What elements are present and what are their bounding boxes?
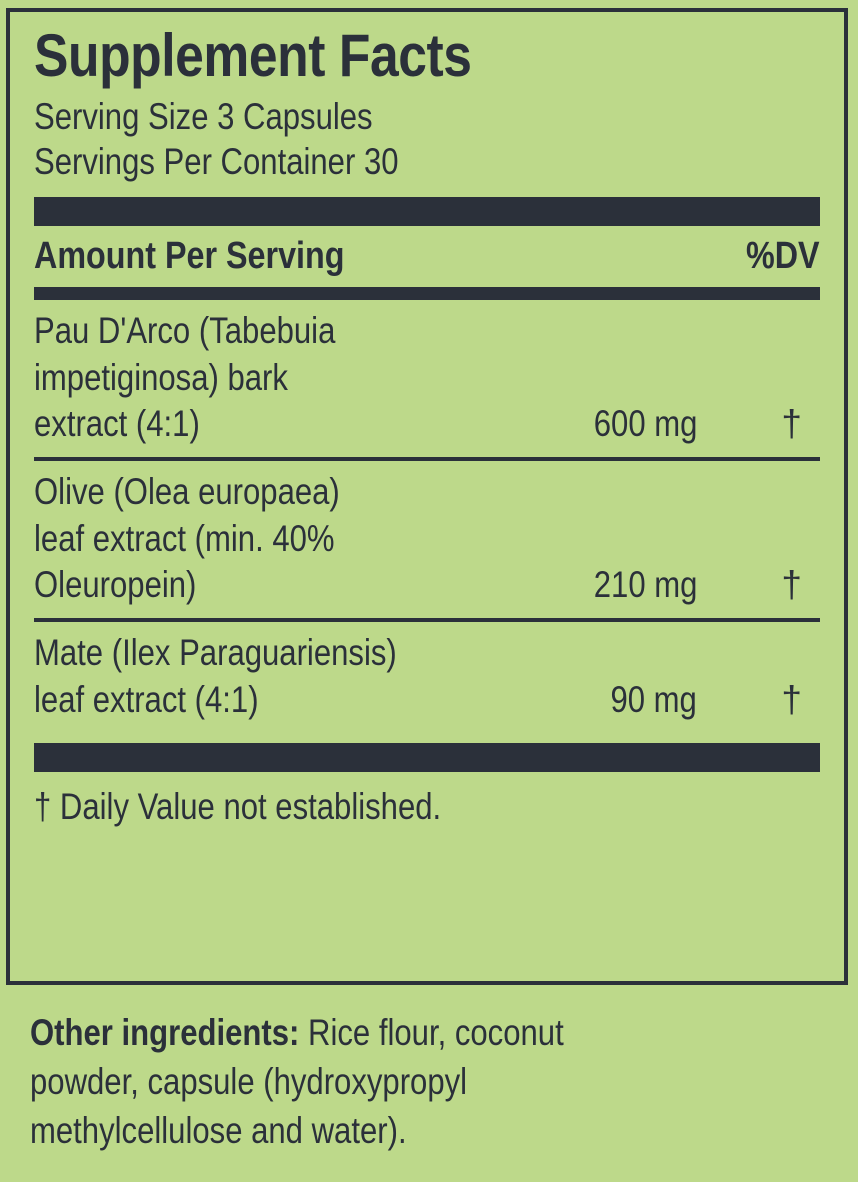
table-row: Pau D'Arco (Tabebuia impetiginosa) bark …	[34, 300, 820, 457]
supplement-facts-panel: Supplement Facts Serving Size 3 Capsules…	[6, 8, 848, 985]
ingredient-name-line: impetiginosa) bark	[34, 356, 288, 398]
table-rule-bottom	[34, 743, 820, 773]
ingredient-dv-dagger: †	[781, 403, 802, 445]
table-row: Mate (Ilex Paraguariensis) leaf extract …	[34, 622, 820, 732]
ingredient-name-line-with-amount: leaf extract (4:1) 90 mg †	[34, 677, 820, 724]
servings-per-container-line: Servings Per Container 30	[34, 141, 399, 183]
ingredient-name-line: leaf extract (min. 40%	[34, 517, 335, 559]
row-divider	[34, 617, 820, 622]
ingredient-name-line: Oleuropein)	[34, 564, 197, 606]
other-ingredients-line-2: powder, capsule (hydroxypropyl	[30, 1061, 468, 1103]
panel-title: Supplement Facts	[34, 22, 472, 89]
serving-size-line: Serving Size 3 Capsules	[34, 96, 373, 137]
other-ingredients-text: Rice flour, coconut	[299, 1012, 564, 1053]
ingredient-amount: 90 mg	[610, 678, 697, 720]
ingredient-amount: 600 mg	[593, 403, 697, 445]
ingredient-name: Mate (Ilex Paraguariensis) leaf extract …	[34, 630, 820, 723]
row-divider	[34, 457, 820, 462]
table-header-row: Amount Per Serving %DV	[34, 235, 820, 278]
ingredient-amount: 210 mg	[593, 564, 697, 606]
table-row: Olive (Olea europaea) leaf extract (min.…	[34, 461, 820, 618]
supplement-facts-inner: Supplement Facts Serving Size 3 Capsules…	[34, 26, 820, 995]
other-ingredients-block: Other ingredients: Rice flour, coconut p…	[30, 1008, 830, 1156]
header-rule-bottom	[34, 287, 820, 301]
ingredient-name: Olive (Olea europaea) leaf extract (min.…	[34, 469, 820, 609]
ingredient-name-line: extract (4:1)	[34, 403, 200, 445]
daily-value-footnote: † Daily Value not established.	[34, 786, 442, 828]
ingredient-dv-dagger: †	[781, 564, 802, 606]
ingredient-name-line-with-amount: extract (4:1) 600 mg †	[34, 401, 820, 448]
ingredient-name-line-with-amount: Oleuropein) 210 mg †	[34, 562, 820, 609]
ingredient-name-line: Olive (Olea europaea)	[34, 471, 340, 513]
ingredient-name-line: Pau D'Arco (Tabebuia	[34, 310, 336, 352]
ingredient-name-line: Mate (Ilex Paraguariensis)	[34, 631, 397, 673]
other-ingredients-heading: Other ingredients:	[30, 1012, 300, 1053]
ingredient-name-line: leaf extract (4:1)	[34, 678, 259, 720]
amount-per-serving-label: Amount Per Serving	[34, 235, 345, 278]
percent-dv-label: %DV	[746, 235, 820, 278]
other-ingredients-line-3: methylcellulose and water).	[30, 1110, 407, 1152]
ingredient-dv-dagger: †	[781, 678, 802, 720]
ingredient-name: Pau D'Arco (Tabebuia impetiginosa) bark …	[34, 308, 820, 448]
header-rule-top	[34, 197, 820, 227]
other-ingredients-line-1: Other ingredients: Rice flour, coconut	[30, 1008, 702, 1057]
